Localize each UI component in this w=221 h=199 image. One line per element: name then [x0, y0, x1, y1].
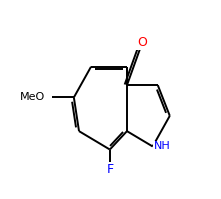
Text: NH: NH	[154, 141, 171, 151]
Text: O: O	[137, 36, 147, 49]
Text: F: F	[106, 163, 113, 176]
Text: MeO: MeO	[19, 92, 45, 102]
